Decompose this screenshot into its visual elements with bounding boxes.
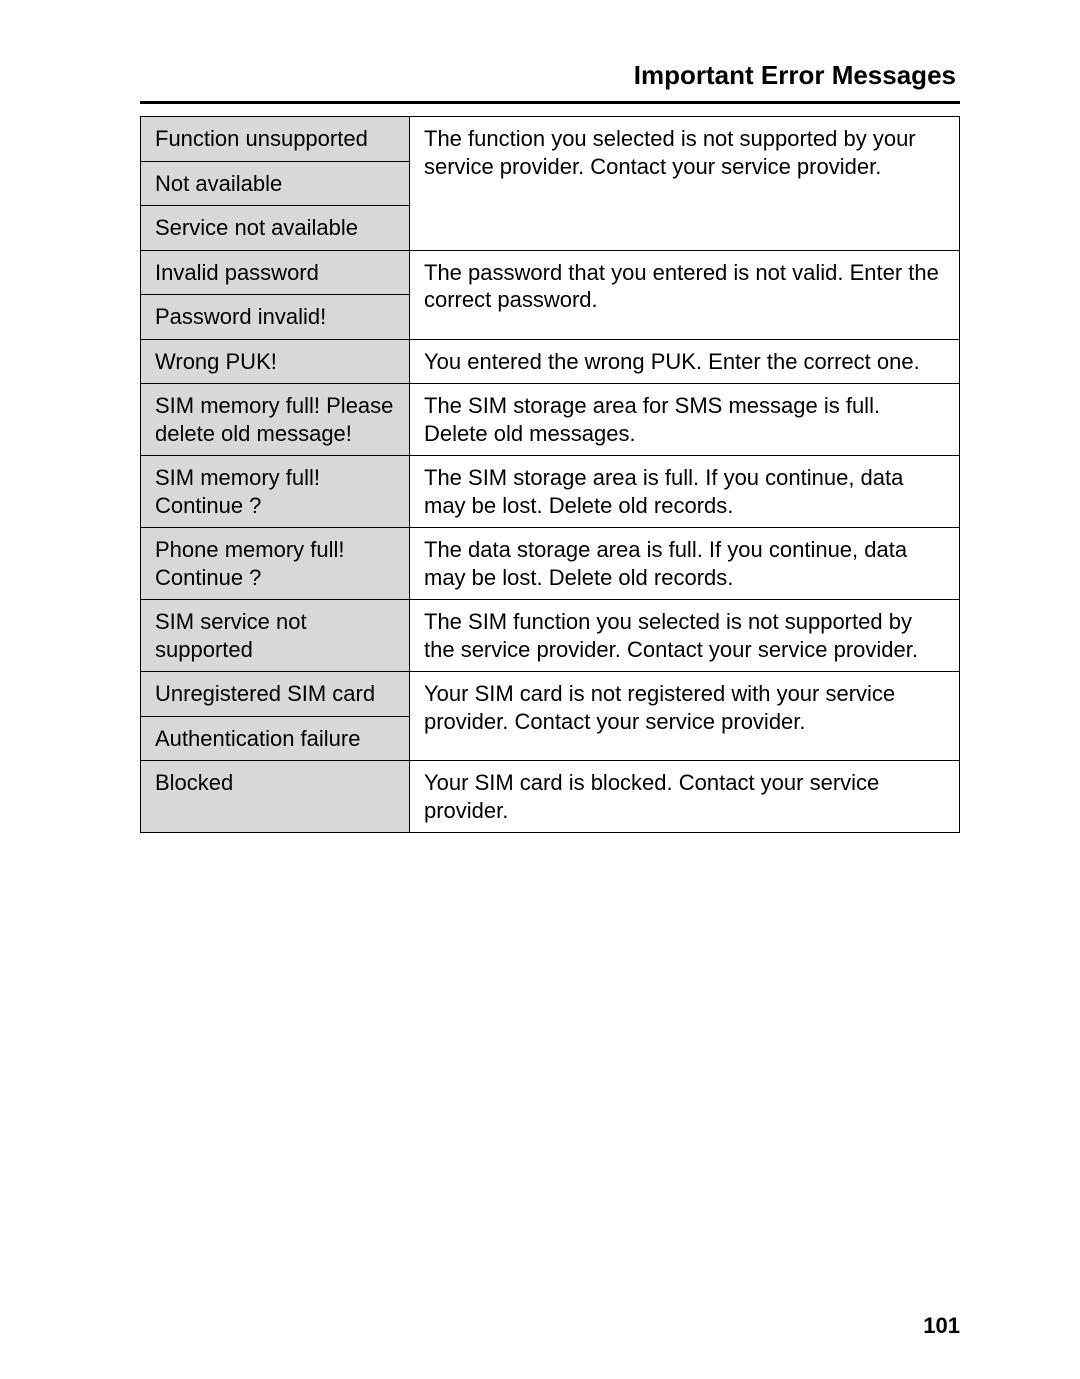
table-row: SIM memory full! Please delete old messa… [141, 384, 960, 456]
message-cell: Unregistered SIM card Authentication fai… [141, 672, 410, 761]
table-row: Phone memory full! Continue ? The data s… [141, 528, 960, 600]
message-text: Invalid password [141, 251, 409, 295]
message-text: Authentication failure [141, 716, 409, 761]
description-cell: The function you selected is not support… [410, 117, 960, 251]
message-text: Password invalid! [141, 294, 409, 339]
description-cell: The SIM storage area for SMS message is … [410, 384, 960, 456]
table-row: SIM service not supported The SIM functi… [141, 600, 960, 672]
table-row: Wrong PUK! You entered the wrong PUK. En… [141, 339, 960, 384]
table-row: Blocked Your SIM card is blocked. Contac… [141, 761, 960, 833]
description-cell: The SIM function you selected is not sup… [410, 600, 960, 672]
message-cell: SIM memory full! Continue ? [141, 456, 410, 528]
message-cell: Wrong PUK! [141, 339, 410, 384]
description-cell: The data storage area is full. If you co… [410, 528, 960, 600]
description-cell: The password that you entered is not val… [410, 250, 960, 339]
message-text: Function unsupported [141, 117, 409, 161]
table-row: Invalid password Password invalid! The p… [141, 250, 960, 339]
error-table: Function unsupported Not available Servi… [140, 116, 960, 833]
message-cell: SIM service not supported [141, 600, 410, 672]
description-cell: Your SIM card is not registered with you… [410, 672, 960, 761]
message-cell: Function unsupported Not available Servi… [141, 117, 410, 251]
page-title: Important Error Messages [140, 60, 960, 91]
description-cell: You entered the wrong PUK. Enter the cor… [410, 339, 960, 384]
message-cell: SIM memory full! Please delete old messa… [141, 384, 410, 456]
table-row: Unregistered SIM card Authentication fai… [141, 672, 960, 761]
error-table-body: Function unsupported Not available Servi… [141, 117, 960, 833]
message-cell: Invalid password Password invalid! [141, 250, 410, 339]
message-text: Unregistered SIM card [141, 672, 409, 716]
message-cell: Phone memory full! Continue ? [141, 528, 410, 600]
table-row: SIM memory full! Continue ? The SIM stor… [141, 456, 960, 528]
message-cell: Blocked [141, 761, 410, 833]
page: Important Error Messages Function unsupp… [0, 0, 1080, 1379]
table-row: Function unsupported Not available Servi… [141, 117, 960, 251]
page-number: 101 [923, 1313, 960, 1339]
description-cell: The SIM storage area is full. If you con… [410, 456, 960, 528]
title-rule [140, 101, 960, 104]
description-cell: Your SIM card is blocked. Contact your s… [410, 761, 960, 833]
message-text: Service not available [141, 205, 409, 250]
message-text: Not available [141, 161, 409, 206]
